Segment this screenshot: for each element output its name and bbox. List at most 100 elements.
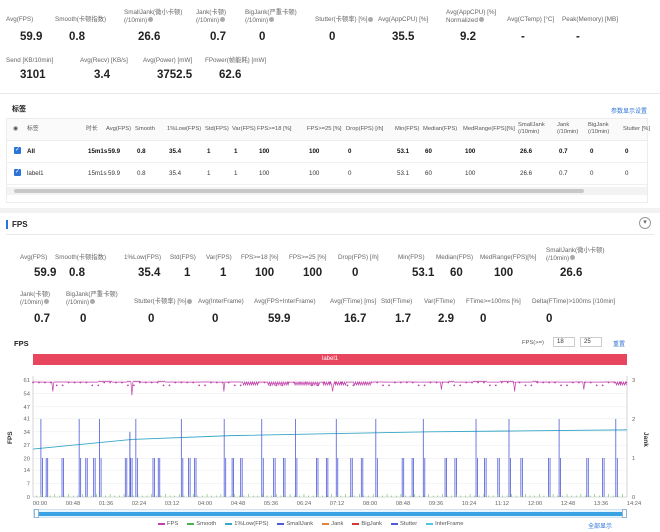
stat-label: Std(FPS) — [170, 254, 196, 261]
fps-point — [601, 384, 604, 387]
x-tick-label: 12:00 — [528, 501, 543, 507]
legend-item[interactable]: FPS — [158, 521, 178, 527]
column-header[interactable]: MedRange(FPS)[%] — [463, 126, 515, 132]
legend-item[interactable]: 1%Low(FPS) — [225, 521, 268, 527]
fps-point — [583, 381, 586, 384]
help-icon[interactable] — [570, 255, 576, 261]
fps-point — [204, 384, 206, 387]
x-tick-label: 03:12 — [165, 501, 180, 507]
stat-value: 100 — [303, 267, 323, 279]
table-cell: 0.8 — [137, 170, 146, 177]
help-icon[interactable] — [478, 17, 484, 23]
column-header[interactable]: Stutter [%] — [623, 126, 651, 132]
help-icon[interactable] — [148, 17, 154, 23]
column-header[interactable]: Jank (/10min) — [557, 122, 579, 135]
fps-point — [198, 384, 201, 387]
reset-link[interactable]: 重置 — [613, 342, 626, 348]
scrollbar-thumb[interactable] — [14, 189, 584, 193]
table-row[interactable]: ✓ All 15m1s 59.9 0.8 35.4 1 1 100 100 0 53.1 60 100 26… — [7, 141, 647, 163]
label-bar[interactable]: label1 — [33, 354, 627, 365]
legend-item[interactable]: Smooth — [187, 521, 216, 527]
legend-swatch — [391, 523, 399, 525]
fps-chart[interactable]: 61 54 47 41 34 27 20 14 7 0 3 2 1 0 FPS Jank 00:00 00:48 0… — [0, 368, 660, 518]
column-header[interactable]: 时长 — [86, 126, 98, 132]
table-cell: 15m1s — [88, 148, 108, 155]
column-header[interactable]: 1%Low(FPS) — [167, 126, 202, 132]
stat-value: 0 — [546, 313, 553, 325]
fps-point — [465, 381, 468, 384]
legend-swatch — [225, 523, 233, 525]
show-all-link[interactable]: 全部显示 — [588, 524, 613, 530]
table-cell: 53.1 — [397, 148, 410, 155]
legend-item[interactable]: Stutter — [391, 521, 417, 527]
fps-point — [388, 384, 390, 387]
horizontal-scrollbar[interactable] — [7, 187, 647, 195]
help-icon[interactable] — [368, 16, 374, 22]
divider — [6, 234, 654, 235]
column-header[interactable]: 标签 — [27, 126, 39, 132]
column-header[interactable]: BigJank (/10min) — [588, 122, 610, 135]
collapse-toggle[interactable]: ▾ — [639, 217, 651, 229]
y-left-tick-label: 61 — [24, 378, 30, 384]
row-checkbox[interactable]: ✓ — [14, 169, 21, 176]
stat-label: Median(FPS) — [436, 254, 474, 261]
table-cell: 59.9 — [108, 148, 121, 155]
threshold-input-2[interactable]: 25 — [580, 337, 602, 347]
column-header[interactable]: Min(FPS) — [395, 126, 420, 132]
help-icon[interactable] — [44, 299, 50, 305]
column-header[interactable]: FPS>=25 [%] — [307, 126, 342, 132]
series-1pct-low-line — [32, 429, 628, 450]
column-header[interactable]: Var(FPS) — [232, 126, 256, 132]
column-header[interactable]: Median(FPS) — [423, 126, 458, 132]
table-cell: 100 — [309, 148, 320, 155]
help-icon[interactable] — [187, 298, 193, 304]
y-left-tick-label: 27 — [24, 443, 30, 449]
stat-value: 53.1 — [412, 267, 435, 279]
legend-label: Smooth — [196, 521, 217, 527]
fps-point — [506, 381, 509, 384]
legend-item[interactable]: BigJank — [352, 521, 382, 527]
stat-label: Min(FPS) — [398, 254, 425, 261]
range-handle-right[interactable] — [622, 509, 627, 518]
fps-point — [441, 381, 444, 384]
stat-label: Avg(FPS+InterFrame) — [254, 298, 316, 305]
x-tick-label: 11:12 — [495, 501, 509, 507]
tags-title: 标签 — [12, 106, 26, 113]
x-tick-label: 01:36 — [99, 501, 114, 507]
column-header[interactable]: Std(FPS) — [205, 126, 229, 132]
stat-label: Peak(Memory) [MB] — [562, 16, 618, 23]
fps-point — [43, 381, 46, 384]
display-settings-link[interactable]: 参数显示设置 — [611, 109, 648, 115]
help-icon[interactable] — [269, 17, 275, 23]
fps-point — [435, 381, 438, 384]
x-tick-label: 10:24 — [462, 501, 477, 507]
legend-item[interactable]: Jank — [322, 521, 343, 527]
stat-label: 1%Low(FPS) — [124, 254, 162, 261]
range-slider[interactable] — [33, 509, 627, 518]
fps-point — [269, 384, 272, 387]
column-header[interactable]: Avg(FPS) — [106, 126, 132, 132]
fps-point — [530, 384, 533, 387]
column-header[interactable]: Drop(FPS) [/h] — [346, 126, 384, 132]
stat-label: Var(FTime) — [424, 298, 456, 305]
legend-item[interactable]: InterFrame — [426, 521, 463, 527]
divider — [0, 93, 660, 94]
column-header[interactable]: SmallJank (/10min) — [518, 122, 545, 135]
eye-icon[interactable]: ◉ — [13, 126, 19, 132]
range-handle-left[interactable] — [34, 509, 39, 518]
fps-point — [334, 381, 337, 384]
legend-item[interactable]: SmallJank — [277, 521, 313, 527]
help-icon[interactable] — [90, 299, 96, 305]
fps-point — [542, 381, 545, 384]
threshold-input-1[interactable]: 18 — [553, 337, 575, 347]
table-cell: 0 — [625, 170, 629, 177]
x-tick-label: 04:00 — [198, 501, 213, 507]
row-checkbox[interactable]: ✓ — [14, 147, 21, 154]
column-header[interactable]: Smooth — [135, 126, 155, 132]
table-cell: 1 — [234, 170, 238, 177]
table-cell: 1 — [234, 148, 238, 155]
column-header[interactable]: FPS>=18 [%] — [257, 126, 292, 132]
help-icon[interactable] — [220, 17, 226, 23]
table-row[interactable]: ✓ label1 15m1s 59.9 0.8 35.4 1 1 100 100 0 53.1 60 10… — [7, 163, 647, 185]
table-cell: 100 — [259, 170, 270, 177]
